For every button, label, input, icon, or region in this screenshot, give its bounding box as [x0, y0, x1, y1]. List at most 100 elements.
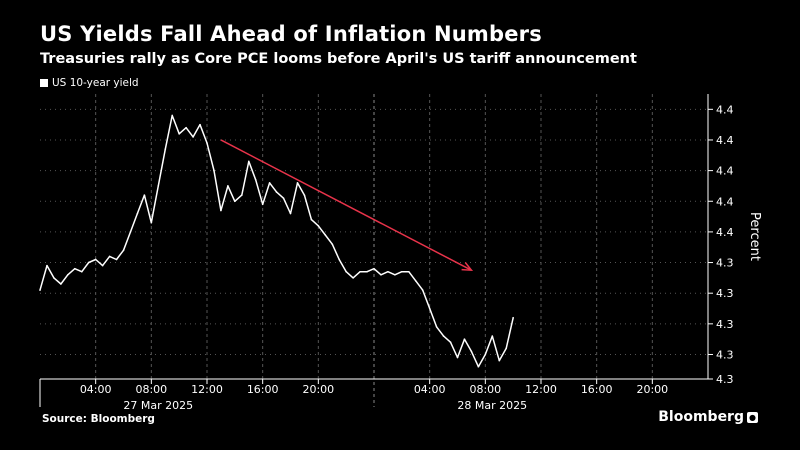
- data-point: [463, 338, 466, 340]
- x-tick-label: 08:00: [135, 383, 167, 396]
- data-point: [122, 249, 125, 252]
- data-point: [512, 316, 514, 319]
- data-point: [324, 234, 327, 236]
- y-tick-label: 4.4: [716, 226, 734, 239]
- data-point: [136, 212, 139, 215]
- y-tick-label: 4.3: [716, 318, 734, 331]
- x-tick-label: 04:00: [414, 383, 446, 396]
- trend-arrow: [220, 139, 472, 271]
- legend-label: US 10-year yield: [52, 77, 139, 89]
- data-point: [373, 267, 375, 270]
- data-point: [247, 160, 250, 163]
- data-point: [442, 335, 445, 337]
- y-tick-label: 4.4: [716, 103, 734, 116]
- y-tick-label: 4.4: [716, 195, 734, 208]
- brand-badge-icon: ●: [747, 411, 758, 423]
- data-point: [171, 114, 174, 117]
- x-tick-label: 16:00: [247, 383, 279, 396]
- data-point: [178, 133, 180, 135]
- data-point: [407, 270, 410, 273]
- x-tick-label: 04:00: [80, 383, 112, 396]
- data-point: [394, 274, 396, 276]
- legend-swatch: [40, 79, 48, 87]
- data-point: [240, 194, 243, 196]
- brand-logo: Bloomberg ●: [658, 409, 758, 425]
- data-point: [101, 264, 104, 267]
- data-point: [505, 347, 508, 350]
- data-point: [46, 264, 48, 267]
- chart-title: US Yields Fall Ahead of Inflation Number…: [40, 22, 542, 46]
- data-point: [296, 182, 299, 184]
- brand-name: Bloomberg: [658, 409, 744, 425]
- data-point: [345, 270, 347, 273]
- chart-subtitle: Treasuries rally as Core PCE looms befor…: [40, 51, 637, 67]
- data-point: [227, 185, 229, 187]
- data-point: [268, 182, 271, 184]
- data-point: [192, 136, 194, 138]
- data-point: [60, 283, 62, 285]
- y-tick-label: 4.3: [716, 257, 734, 270]
- data-point: [185, 126, 187, 129]
- y-tick-label: 4.4: [716, 165, 734, 178]
- date-label: 27 Mar 2025: [123, 399, 193, 412]
- data-point: [67, 274, 69, 276]
- data-point: [150, 221, 153, 224]
- legend: US 10-year yield: [40, 77, 139, 89]
- data-point: [456, 356, 459, 359]
- data-point: [352, 277, 354, 279]
- data-point: [206, 142, 208, 144]
- data-point: [129, 231, 132, 233]
- data-point: [435, 326, 438, 328]
- axes: [39, 94, 713, 407]
- data-point: [366, 270, 368, 273]
- data-point: [477, 365, 480, 368]
- data-point: [387, 270, 389, 273]
- data-point: [317, 224, 320, 227]
- data-point: [491, 335, 494, 337]
- data-point: [401, 270, 403, 273]
- data-point: [498, 359, 501, 362]
- data-point: [261, 203, 264, 206]
- data-point: [94, 258, 97, 261]
- data-point: [234, 200, 236, 203]
- x-tick-label: 12:00: [525, 383, 557, 396]
- data-point: [470, 350, 473, 353]
- data-point: [164, 148, 167, 150]
- data-point: [303, 194, 306, 196]
- date-label: 28 Mar 2025: [457, 399, 527, 412]
- tick-labels: 04:00 08:00 12:00 16:00 20:00 04:00 08:00 12:00…: [80, 103, 762, 412]
- data-point: [380, 274, 382, 276]
- x-tick-label: 20:00: [636, 383, 668, 396]
- data-point: [275, 191, 278, 193]
- series-layer: [39, 114, 514, 368]
- data-point: [199, 123, 201, 126]
- data-point: [108, 255, 111, 258]
- data-point: [80, 270, 83, 273]
- data-point: [143, 194, 146, 196]
- data-point: [87, 261, 90, 264]
- annotation-layer: [220, 139, 474, 272]
- data-point: [421, 289, 424, 291]
- y-axis-label: Percent: [747, 212, 762, 261]
- source-note: Source: Bloomberg: [42, 413, 155, 425]
- data-point: [414, 280, 417, 282]
- data-point: [331, 243, 334, 245]
- data-point: [282, 197, 285, 199]
- data-point: [157, 185, 160, 187]
- data-point: [73, 267, 76, 270]
- y-tick-label: 4.3: [716, 287, 734, 300]
- data-point: [359, 270, 361, 273]
- data-point: [484, 353, 487, 356]
- data-point: [428, 307, 431, 310]
- trend-arrow-head: [461, 262, 474, 272]
- grid: [40, 94, 708, 407]
- x-tick-label: 08:00: [469, 383, 501, 396]
- data-point: [39, 289, 41, 291]
- data-point: [289, 212, 292, 215]
- data-point: [338, 258, 341, 261]
- data-point: [220, 209, 222, 212]
- x-tick-label: 12:00: [191, 383, 223, 396]
- x-tick-label: 16:00: [581, 383, 613, 396]
- series-line-us-10-year-yield: [39, 114, 514, 368]
